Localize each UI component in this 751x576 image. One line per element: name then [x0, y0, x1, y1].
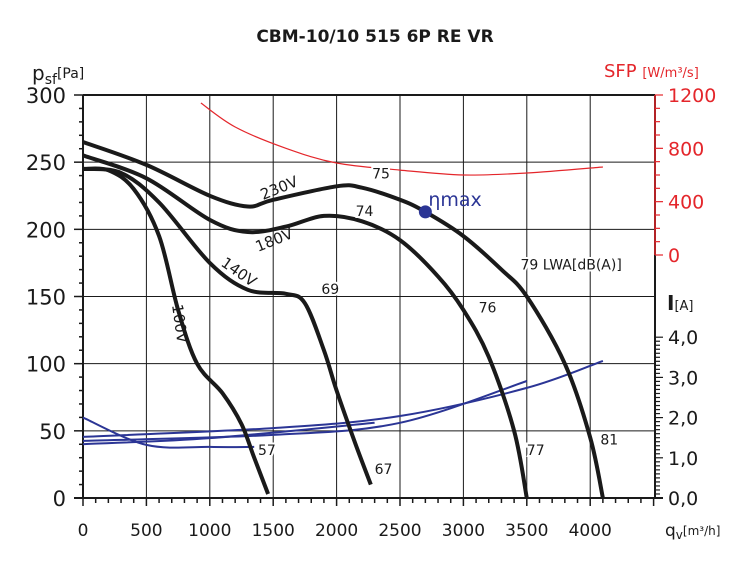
pressure-curve-100v	[82, 166, 270, 495]
voltage-label: 100V	[168, 303, 191, 345]
x-tick-label: 3000	[442, 521, 485, 541]
sfp-tick-label: 1200	[668, 85, 716, 107]
current-curve-140v	[82, 421, 375, 446]
eta-max-point	[418, 205, 432, 219]
series	[82, 102, 605, 499]
current-tick-label: 4,0	[668, 327, 698, 349]
current-axis-title: I[A]	[667, 291, 694, 315]
sfp-axis-title: SFP [W/m³/s]	[604, 61, 699, 82]
y-tick-label: 300	[26, 84, 66, 108]
y-tick-label: 100	[26, 353, 66, 377]
sfp-tick-label: 400	[668, 192, 704, 214]
x-tick-label: 1000	[188, 521, 231, 541]
current-tick-label: 2,0	[668, 408, 698, 430]
y-tick-label: 0	[53, 487, 66, 511]
y-axis-title-unit: [Pa]	[57, 66, 84, 82]
chart-title: CBM-10/10 515 6P RE VR	[256, 27, 493, 47]
pressure-curve-230v	[82, 140, 605, 499]
noise-level-label: 77	[527, 443, 545, 459]
x-axis-title: qv[m³/h]	[665, 521, 720, 542]
current-tick-label: 3,0	[668, 367, 698, 389]
current-curve-100v	[82, 416, 255, 449]
noise-level-label: 81	[600, 432, 618, 448]
current-tick-label: 0,0	[668, 488, 698, 510]
current-axis-title-unit: [A]	[674, 299, 693, 314]
sfp-tick-label: 800	[668, 138, 704, 160]
noise-level-label: 69	[321, 282, 339, 298]
noise-level-label: 75	[372, 166, 390, 182]
x-tick-label: 1500	[252, 521, 295, 541]
grid	[83, 95, 655, 498]
x-tick-label: 0	[78, 521, 89, 541]
noise-level-label: 79 LWA[dB(A)]	[520, 258, 621, 274]
x-tick-label: 2500	[378, 521, 421, 541]
y-axis-title: psf[Pa]	[32, 61, 84, 88]
y-tick-label: 50	[39, 420, 66, 444]
current-tick-label: 1,0	[668, 448, 698, 470]
sfp-tick-label: 0	[668, 245, 680, 267]
noise-level-label: 76	[479, 301, 497, 317]
x-tick-label: 500	[130, 521, 162, 541]
x-tick-label: 2000	[315, 521, 358, 541]
x-tick-label: 4000	[569, 521, 612, 541]
y-axis-title-sub: sf	[45, 72, 58, 88]
sfp-axis-title-unit: [W/m³/s]	[642, 66, 698, 81]
noise-level-label: 67	[375, 462, 393, 478]
current-curve-230v	[82, 359, 604, 438]
pressure-curve-180v	[82, 153, 529, 499]
y-tick-label: 150	[26, 286, 66, 310]
x-axis-title-main: q	[665, 521, 676, 541]
eta-max-label: ηmax	[428, 189, 481, 211]
x-axis-title-sub: v	[676, 528, 683, 542]
current-axis-title-main: I	[667, 291, 674, 315]
noise-level-label: 74	[356, 204, 374, 220]
y-tick-label: 200	[26, 218, 66, 242]
current-curve-180v	[82, 380, 528, 442]
labels: psf[Pa] SFP [W/m³/s]I[A]qv[m³/h]230V180V1…	[32, 61, 720, 542]
y-tick-label: 250	[26, 151, 66, 175]
y-axis-title-main: p	[32, 61, 45, 85]
sfp-axis-title-main: SFP	[604, 61, 642, 82]
x-axis-title-unit: [m³/h]	[683, 524, 721, 538]
pressure-curve-140v	[82, 166, 373, 486]
noise-level-label: 57	[258, 443, 276, 459]
sfp-curve	[200, 102, 603, 176]
x-tick-label: 3500	[505, 521, 548, 541]
